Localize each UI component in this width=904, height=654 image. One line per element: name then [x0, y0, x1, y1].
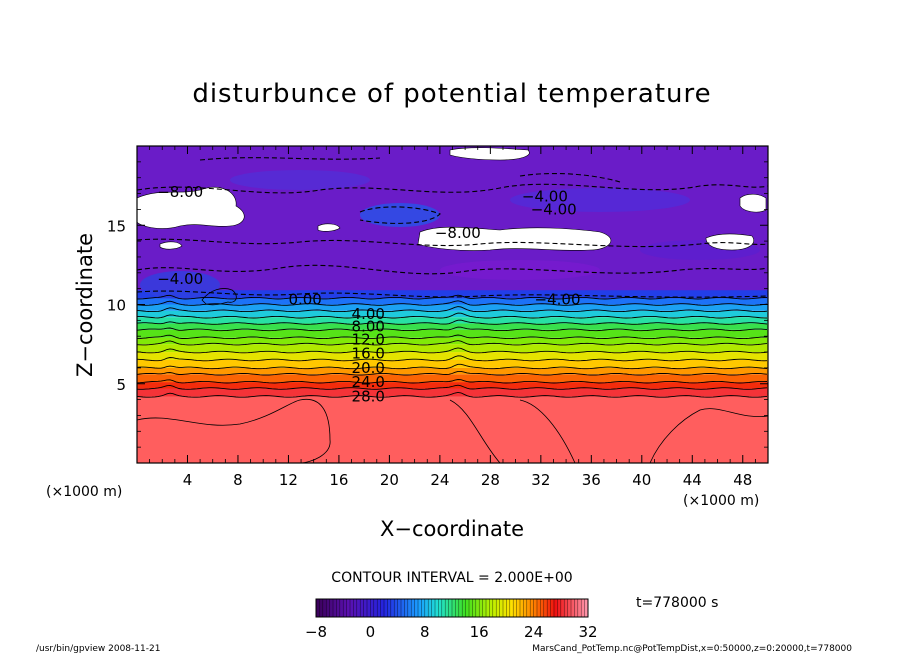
band-3 [137, 367, 768, 375]
contour-line-20 [137, 363, 768, 370]
x-tick-label-20: 20 [380, 471, 399, 489]
band-13 [137, 298, 768, 305]
band-5 [137, 352, 768, 360]
contour-label-11: −8.00 [435, 224, 481, 242]
band-9 [137, 323, 768, 330]
contour-line-12 [137, 334, 767, 340]
contour-line-24 [137, 379, 768, 384]
x-tick-label-8: 8 [233, 471, 243, 489]
x-tick-label-28: 28 [481, 471, 500, 489]
x-tick-label-48: 48 [733, 471, 752, 489]
contour-line-8 [137, 319, 768, 325]
contour-label-2: 20.0 [352, 359, 385, 377]
contour-label-0: 28.0 [352, 387, 385, 405]
contour-label-3: 16.0 [352, 345, 385, 363]
contour-label-4: 12.0 [352, 330, 385, 348]
colorbar-tick-label--8: −8 [305, 623, 327, 641]
x-tick-label-24: 24 [430, 471, 449, 489]
colorbar: −8 0 8 16 24 32 [305, 598, 598, 641]
band-10 [137, 317, 768, 324]
band-8 [137, 329, 768, 338]
colorbar-tick-label-16: 16 [470, 623, 489, 641]
footer-left: /usr/bin/gpview 2008-11-21 [36, 644, 160, 654]
contour-interval-text: CONTOUR INTERVAL = 2.000E+00 [331, 570, 572, 586]
colorbar-tick-label-32: 32 [578, 623, 597, 641]
contour-label-9: −4.00 [535, 291, 581, 309]
x-tick-label-4: 4 [183, 471, 193, 489]
band-2 [137, 374, 768, 383]
contour-label-1: 24.0 [352, 373, 385, 391]
colorbar-tick-label-24: 24 [524, 623, 543, 641]
upper-field-patches [140, 170, 760, 299]
band-6 [137, 344, 768, 353]
y-tick-label-10: 10 [107, 297, 126, 315]
contour-line-10 [137, 326, 768, 332]
colorbar-tick-label-0: 0 [366, 623, 376, 641]
x-unit-right: (×1000 m) [683, 493, 759, 509]
y-axis-label: Z−coordinate [73, 233, 97, 377]
y-tick-label-15: 15 [107, 217, 126, 235]
x-axis-label: X−coordinate [380, 517, 524, 541]
contour-line-4 [137, 306, 768, 313]
contour-line-18 [137, 355, 768, 362]
contour-line-26 [137, 384, 768, 390]
contour-line-2 [137, 300, 768, 306]
x-tick-label-32: 32 [531, 471, 550, 489]
contour-label-5: 8.00 [352, 318, 385, 336]
negative-contours [137, 157, 768, 298]
contour-line-22 [137, 370, 768, 376]
band-7 [137, 337, 768, 345]
contour-line-14 [137, 340, 768, 346]
warm-region-contours [137, 288, 768, 463]
out-of-range-patches [137, 147, 767, 251]
contour-label-10: −8.00 [157, 183, 203, 201]
x-tick-label-36: 36 [582, 471, 601, 489]
x-tick-label-16: 16 [329, 471, 348, 489]
band-12 [137, 304, 768, 311]
contour-line-28 [137, 391, 768, 398]
band-14 [137, 290, 768, 299]
plot-background-cool [137, 146, 768, 306]
contour-label-6: 4.00 [352, 305, 385, 323]
x-tick-label-12: 12 [279, 471, 298, 489]
contour-line-6 [137, 312, 768, 319]
contour-label-12: −4.00 [522, 188, 568, 206]
contour-label-13: −4.00 [531, 200, 577, 218]
x-tick-label-44: 44 [683, 471, 702, 489]
y-tick-label-5: 5 [116, 376, 126, 394]
footer-right: MarsCand_PotTemp.nc@PotTempDist,x=0:5000… [532, 644, 852, 654]
band-4 [137, 359, 768, 368]
band-0 [137, 388, 768, 397]
chart-title: disturbunce of potential temperature [192, 79, 711, 109]
colorbar-tick-label-8: 8 [420, 623, 430, 641]
x-tick-label-40: 40 [632, 471, 651, 489]
contour-label-8: −4.00 [157, 270, 203, 288]
band-1 [137, 382, 768, 389]
time-text: t=778000 s [636, 595, 718, 611]
x-unit-left: (×1000 m) [46, 484, 122, 500]
plot-area [137, 146, 768, 463]
contour-line-16 [137, 347, 768, 354]
band-11 [137, 310, 768, 318]
contour-line-0 [137, 294, 768, 300]
contour-label-7: 0.00 [288, 291, 321, 309]
